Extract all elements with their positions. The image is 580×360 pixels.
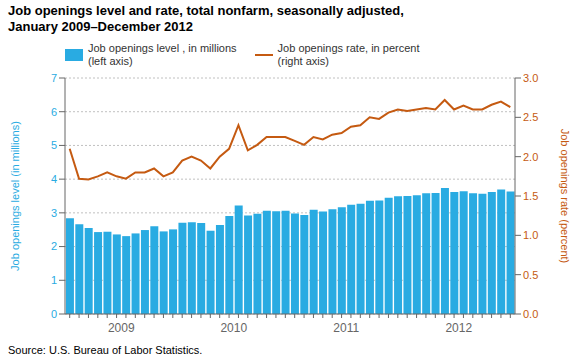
html-text:(left axis): (left axis) [88,55,133,67]
svg-text:3: 3 [51,207,57,219]
svg-text:5: 5 [51,139,57,151]
html-text:Source: U.S. Bureau of Labor S: Source: U.S. Bureau of Labor Statistics. [8,344,203,356]
svg-text:2009: 2009 [108,321,135,335]
svg-text:1: 1 [51,274,57,286]
svg-text:2010: 2010 [220,321,247,335]
svg-text:2.0: 2.0 [523,151,538,163]
svg-text:0.5: 0.5 [523,269,538,281]
svg-text:1.5: 1.5 [523,190,538,202]
svg-text:0: 0 [51,308,57,320]
svg-text:7: 7 [51,72,57,84]
html-text:January 2009–December 2012: January 2009–December 2012 [8,19,193,34]
svg-text:1.0: 1.0 [523,229,538,241]
svg-text:2012: 2012 [445,321,472,335]
html-text:(right axis): (right axis) [277,55,329,67]
html-text:Job openings rate, in percent: Job openings rate, in percent [277,42,420,54]
svg-text:3.0: 3.0 [523,72,538,84]
svg-text:6: 6 [51,106,57,118]
svg-text:2.5: 2.5 [523,111,538,123]
html-text:Job openings level , in millio: Job openings level , in millions [88,42,237,54]
svg-text:0.0: 0.0 [523,308,538,320]
svg-text:4: 4 [51,173,57,185]
svg-text:2: 2 [51,240,57,252]
svg-text:2011: 2011 [333,321,359,335]
svg-text:Job openings level (in million: Job openings level (in millions) [9,121,21,271]
html-text:Job openings level and rate, t: Job openings level and rate, total nonfa… [8,3,404,18]
svg-text:Job openings rate (percent): Job openings rate (percent) [559,129,571,264]
